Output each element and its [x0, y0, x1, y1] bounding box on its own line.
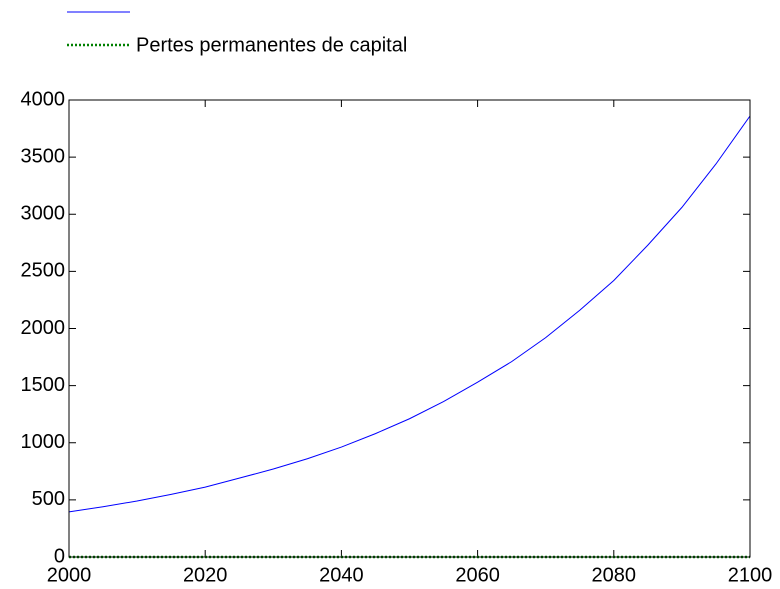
- y-tick-label: 2000: [21, 317, 66, 339]
- x-tick-label: 2080: [592, 564, 637, 586]
- y-tick-label: 1000: [21, 431, 66, 453]
- legend-label: Pertes permanentes de capital: [136, 34, 407, 56]
- x-tick-label: 2060: [455, 564, 500, 586]
- y-tick-label: 1500: [21, 374, 66, 396]
- y-tick-label: 2500: [21, 260, 66, 282]
- y-tick-label: 4000: [21, 88, 66, 110]
- y-tick-label: 0: [54, 545, 65, 567]
- y-tick-label: 3000: [21, 203, 66, 225]
- x-tick-label: 2100: [728, 564, 773, 586]
- plot-area: [69, 100, 750, 557]
- series-line: [68, 115, 751, 513]
- y-tick-label: 3500: [21, 145, 66, 167]
- x-tick-label: 2020: [183, 564, 228, 586]
- y-tick-label: 500: [32, 488, 65, 510]
- x-tick-label: 2000: [47, 564, 92, 586]
- x-tick-label: 2040: [319, 564, 364, 586]
- axes-box: [68, 99, 751, 558]
